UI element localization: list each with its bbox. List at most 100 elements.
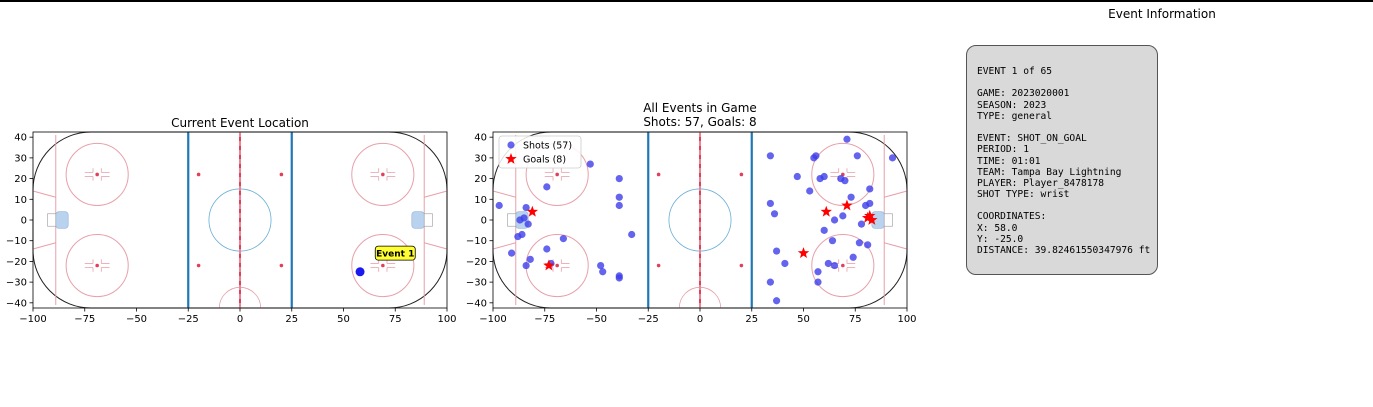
goal-star [820, 205, 832, 217]
shot-point [526, 255, 534, 263]
neutral-dot [279, 172, 284, 177]
shot-point [820, 226, 828, 234]
shot-point [597, 261, 605, 270]
y-tick-label: 10 [474, 195, 487, 206]
info-line: PERIOD: 1 [977, 144, 1029, 156]
x-tick-label: −50 [126, 314, 147, 325]
y-tick-label: 40 [14, 133, 27, 144]
event-label: Event 1 [376, 250, 414, 260]
shot-point [812, 152, 820, 160]
info-line [977, 77, 1157, 88]
shot-point [586, 160, 594, 168]
shot-point [520, 214, 528, 222]
goal-net [507, 213, 517, 227]
shot-point [857, 220, 866, 228]
goal-crease [55, 211, 69, 229]
legend-box [498, 135, 582, 169]
info-line [977, 122, 1157, 133]
current-event-point [355, 267, 365, 277]
shot-point [508, 249, 516, 257]
faceoff-dot [381, 263, 385, 268]
shot-point [864, 241, 872, 249]
shot-point [855, 239, 863, 247]
neutral-dot [656, 263, 661, 268]
faceoff-circle [351, 233, 415, 298]
trapezoid-line [424, 190, 448, 198]
shot-point [828, 237, 837, 245]
shot-point [830, 261, 839, 270]
faceoff-dot [95, 263, 99, 268]
shot-point [543, 183, 551, 191]
shot-point [522, 261, 530, 270]
faceoff-circle [811, 233, 875, 298]
shot-point [839, 212, 847, 220]
y-tick-label: −20 [466, 257, 487, 268]
shot-point [615, 274, 623, 282]
shot-point [814, 268, 822, 276]
chart-2-title: All Events in Game [643, 101, 757, 115]
chart-2-subtitle: Shots: 57, Goals: 8 [643, 115, 757, 129]
shot-point [866, 199, 874, 208]
event-label-box [374, 245, 416, 261]
trapezoid-line [492, 190, 516, 198]
neutral-dot [739, 172, 744, 177]
shot-point [559, 235, 567, 243]
shot-point [543, 245, 551, 253]
goal-net [47, 213, 57, 227]
y-tick-label: 30 [474, 153, 487, 164]
legend-goals-label: Goals (8) [523, 155, 566, 166]
trapezoid-line [424, 242, 448, 250]
goal-star [866, 214, 878, 225]
shot-point [628, 230, 636, 239]
y-tick-label: −30 [466, 278, 487, 289]
x-tick-label: −100 [19, 314, 46, 325]
faceoff-circle [65, 142, 129, 207]
info-line [977, 200, 1157, 211]
trapezoid-line [492, 242, 516, 250]
x-tick-label: 0 [697, 314, 703, 325]
info-line: Y: -25.0 [977, 233, 1024, 245]
shot-point [814, 278, 822, 286]
faceoff-circle [811, 142, 875, 207]
shot-point [518, 230, 526, 239]
x-tick-label: −75 [534, 314, 555, 325]
neutral-dot [279, 263, 284, 268]
info-line: EVENT 1 of 65 [977, 66, 1053, 77]
goal-star [543, 259, 555, 271]
shot-point [615, 193, 623, 201]
chart-2-rink-plot: −100 −75 −50 −25 0 25 50 75 100−40−30−20−1001020… [466, 131, 917, 325]
y-tick-label: 40 [474, 133, 487, 144]
info-line: SEASON: 2023 [977, 99, 1047, 111]
shot-point [866, 185, 874, 193]
faceoff-dot [381, 172, 385, 177]
info-line: GAME: 2023020001 [977, 88, 1070, 100]
x-tick-label: 100 [897, 314, 916, 325]
y-tick-label: 0 [21, 216, 27, 227]
y-tick-label: −10 [6, 236, 27, 247]
shot-point [781, 259, 789, 268]
info-line: EVENT: SHOT_ON_GOAL [977, 133, 1087, 145]
shot-point [824, 259, 832, 268]
x-tick-label: −25 [638, 314, 659, 325]
goal-star [864, 209, 876, 221]
x-tick-label: 50 [797, 314, 810, 325]
shot-point [766, 152, 774, 160]
shot-point [772, 247, 781, 255]
y-tick-label: 20 [474, 174, 487, 185]
info-line: COORDINATES: [977, 211, 1047, 223]
info-line: TYPE: general [977, 110, 1053, 122]
x-tick-label: −25 [178, 314, 199, 325]
y-tick-label: 20 [14, 174, 27, 185]
x-tick-label: 75 [849, 314, 862, 325]
shot-point [806, 187, 814, 195]
y-tick-label: −30 [6, 278, 27, 289]
info-line: X: 58.0 [977, 222, 1018, 234]
info-line: TEAM: Tampa Bay Lightning [977, 166, 1122, 178]
trapezoid-line [884, 190, 908, 198]
faceoff-dot [555, 172, 559, 177]
x-tick-label: 25 [285, 314, 298, 325]
trapezoid-line [32, 190, 56, 198]
y-tick-label: −40 [466, 298, 487, 309]
shot-point [524, 220, 532, 228]
info-line: TIME: 01:01 [977, 155, 1041, 167]
